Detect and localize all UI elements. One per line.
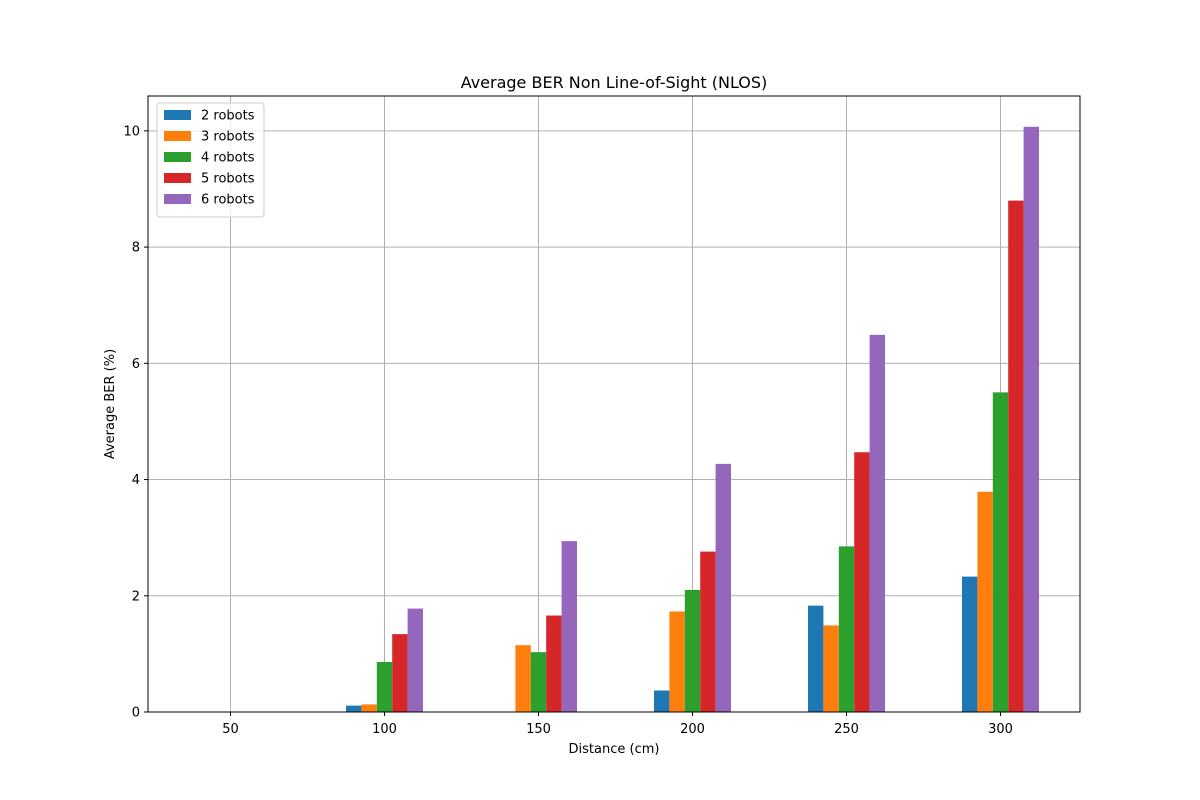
legend-swatch [164,131,191,141]
bar-6-robots-250 [869,334,885,712]
y-tick-label: 6 [132,357,140,372]
bar-6-robots-150 [561,541,577,712]
bar-2-robots-250 [808,605,824,712]
bar-4-robots-200 [684,589,701,712]
bar-6-robots-200 [715,463,731,712]
y-axis-ticks: 0 2 4 6 8 10 [123,124,148,721]
legend-swatch [164,110,191,120]
legend-label: 5 robots [201,172,255,187]
bar-2-robots-300 [962,576,978,712]
legend-label: 4 robots [201,151,255,166]
x-axis-label: Distance (cm) [569,742,660,757]
bar-5-robots-300 [1008,200,1024,713]
y-axis-label: Average BER (%) [103,349,118,459]
legend-label: 2 robots [201,109,255,124]
bar-4-robots-100 [376,662,393,712]
bar-3-robots-250 [823,625,839,712]
bar-5-robots-250 [854,452,870,712]
x-tick-label: 50 [222,722,239,737]
x-tick-label: 150 [526,722,551,737]
x-tick-label: 250 [834,722,859,737]
bar-5-robots-150 [546,615,562,712]
chart-title: Average BER Non Line-of-Sight (NLOS) [461,73,768,92]
x-tick-label: 200 [680,722,705,737]
bar-6-robots-100 [407,608,423,712]
x-tick-label: 300 [988,722,1013,737]
bar-4-robots-300 [992,392,1009,712]
y-tick-label: 10 [123,124,140,139]
legend: 2 robots 3 robots 4 robots 5 robots 6 robots [156,102,265,218]
bar-2-robots-100 [346,705,362,712]
bar-4-robots-250 [838,546,855,712]
legend-swatch [164,152,191,162]
x-axis-ticks: 50 100 150 200 250 300 [222,712,1013,737]
legend-swatch [164,194,191,204]
bar-3-robots-100 [361,704,377,712]
legend-label: 3 robots [201,130,255,145]
y-tick-label: 0 [132,706,140,721]
bar-6-robots-300 [1023,126,1039,713]
bar-3-robots-200 [669,611,685,712]
bar-5-robots-100 [392,634,408,712]
x-tick-label: 100 [372,722,397,737]
bar-3-robots-150 [515,645,531,712]
grid-lines [148,96,1080,713]
bar-2-robots-200 [654,690,670,712]
legend-swatch [164,173,191,183]
bar-3-robots-300 [977,491,993,712]
y-tick-label: 8 [132,241,140,256]
legend-label: 6 robots [201,193,255,208]
bar-4-robots-150 [530,652,547,712]
plot-frame [147,95,1081,713]
bars [346,126,1039,713]
y-tick-label: 4 [132,473,140,488]
bar-5-robots-200 [700,551,716,712]
y-tick-label: 2 [132,589,140,604]
